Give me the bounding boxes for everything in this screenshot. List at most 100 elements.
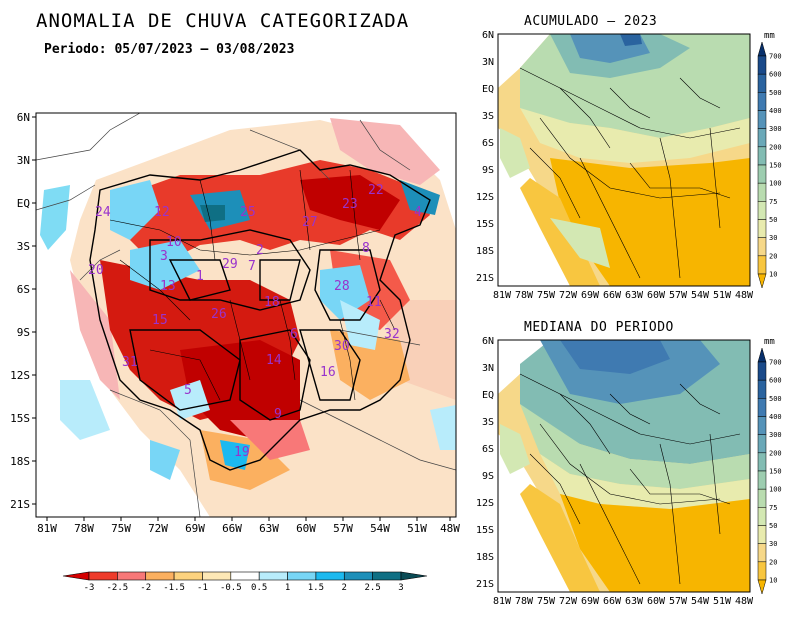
med-colorbar bbox=[757, 347, 767, 595]
med-cb-100: 100 bbox=[769, 486, 782, 494]
colorbar-segment bbox=[173, 571, 203, 581]
colorbar-tick-neg3: -3 bbox=[84, 583, 95, 593]
basin-label-22: 22 bbox=[368, 183, 384, 198]
median-panel-title: MEDIANA DO PERIODO bbox=[524, 320, 674, 335]
basin-label-31: 31 bbox=[122, 355, 138, 370]
basin-label-15: 15 bbox=[152, 313, 168, 328]
med-lon-69w: 69W bbox=[581, 596, 600, 607]
colorbar-segment bbox=[757, 41, 767, 57]
basin-label-7: 7 bbox=[248, 259, 256, 274]
colorbar-segment bbox=[757, 73, 767, 93]
colorbar-segment bbox=[757, 579, 767, 595]
colorbar-segment bbox=[757, 379, 767, 399]
anomaly-map: 24 12 25 27 23 22 4 10 3 1 29 7 2 8 20 1… bbox=[10, 111, 460, 535]
colorbar-segment bbox=[757, 128, 767, 148]
med-colorbar-unit: mm bbox=[764, 337, 775, 347]
accumulated-map: 6N 3N EQ 3S 6S 9S 12S 15S 18S 21S 81W 78… bbox=[476, 30, 782, 301]
colorbar-segment bbox=[287, 571, 317, 581]
basin-label-28: 28 bbox=[334, 279, 350, 294]
main-lat-6n: 6N bbox=[17, 111, 30, 124]
main-lon-54w: 54W bbox=[370, 522, 390, 535]
basin-label-9: 9 bbox=[274, 407, 282, 422]
anomaly-colorbar: -3 -2.5 -2 -1.5 -1 -0.5 0.5 1 1.5 2 2.5 … bbox=[62, 571, 428, 593]
med-lon-51w: 51W bbox=[713, 596, 732, 607]
acc-cb-300: 300 bbox=[769, 125, 782, 133]
main-lon-57w: 57W bbox=[333, 522, 353, 535]
acc-lon-63w: 63W bbox=[625, 290, 644, 301]
med-cb-500: 500 bbox=[769, 395, 782, 403]
main-lon-ticks: 81W 78W 75W 72W 69W 66W 63W 60W 57W 54W … bbox=[37, 517, 460, 535]
main-lon-60w: 60W bbox=[296, 522, 316, 535]
main-lon-48w: 48W bbox=[440, 522, 460, 535]
colorbar-segment bbox=[757, 434, 767, 454]
acc-lon-78w: 78W bbox=[515, 290, 534, 301]
basin-label-20: 20 bbox=[88, 263, 104, 278]
colorbar-tick-neg1: -1 bbox=[197, 583, 208, 593]
med-lon-66w: 66W bbox=[603, 596, 622, 607]
colorbar-segment bbox=[757, 507, 767, 526]
med-lon-57w: 57W bbox=[669, 596, 688, 607]
med-lat-9s: 9S bbox=[482, 471, 494, 482]
colorbar-segment bbox=[757, 561, 767, 581]
colorbar-segment bbox=[230, 571, 260, 581]
acc-lat-eq: EQ bbox=[482, 84, 494, 95]
colorbar-segment bbox=[62, 571, 90, 581]
colorbar-segment bbox=[757, 182, 767, 202]
colorbar-segment bbox=[757, 416, 767, 435]
median-map: 6N 3N EQ 3S 6S 9S 12S 15S 18S 21S 81W 78… bbox=[476, 336, 782, 607]
basin-labels: 24 12 25 27 23 22 4 10 3 1 29 7 2 8 20 1… bbox=[88, 183, 422, 460]
main-title: ANOMALIA DE CHUVA CATEGORIZADA bbox=[36, 10, 410, 32]
main-lat-15s: 15S bbox=[10, 412, 30, 425]
med-lat-12s: 12S bbox=[476, 498, 494, 509]
med-cb-300: 300 bbox=[769, 431, 782, 439]
acc-colorbar-unit: mm bbox=[764, 31, 775, 41]
basin-label-19: 19 bbox=[234, 445, 250, 460]
colorbar-segment bbox=[757, 164, 767, 184]
basin-label-25: 25 bbox=[240, 205, 256, 220]
colorbar-segment bbox=[757, 237, 767, 257]
acc-colorbar-labels: 700 600 500 400 300 200 150 100 75 50 30… bbox=[769, 53, 782, 279]
acc-cb-50: 50 bbox=[769, 216, 777, 224]
colorbar-tick-1-5: 1.5 bbox=[308, 583, 324, 593]
colorbar-segment bbox=[757, 470, 767, 490]
acc-lat-15s: 15S bbox=[476, 219, 494, 230]
colorbar-segment bbox=[315, 571, 345, 581]
main-lat-18s: 18S bbox=[10, 455, 30, 468]
med-cb-400: 400 bbox=[769, 413, 782, 421]
main-lon-51w: 51W bbox=[407, 522, 427, 535]
basin-label-6: 6 bbox=[290, 327, 298, 342]
basin-label-8: 8 bbox=[362, 241, 370, 256]
med-lon-48w: 48W bbox=[735, 596, 754, 607]
acc-lon-60w: 60W bbox=[647, 290, 666, 301]
med-cb-50: 50 bbox=[769, 522, 777, 530]
basin-label-30: 30 bbox=[334, 339, 350, 354]
acc-cb-200: 200 bbox=[769, 143, 782, 151]
acc-cb-100: 100 bbox=[769, 180, 782, 188]
colorbar-tick-3: 3 bbox=[398, 583, 403, 593]
acc-lon-69w: 69W bbox=[581, 290, 600, 301]
basin-label-26: 26 bbox=[211, 307, 227, 322]
acc-lon-75w: 75W bbox=[537, 290, 556, 301]
med-lon-81w: 81W bbox=[493, 596, 512, 607]
basin-label-23: 23 bbox=[342, 197, 358, 212]
acc-cb-10: 10 bbox=[769, 271, 777, 279]
main-lon-69w: 69W bbox=[185, 522, 205, 535]
med-cb-150: 150 bbox=[769, 468, 782, 476]
basin-label-32: 32 bbox=[384, 327, 400, 342]
med-lon-60w: 60W bbox=[647, 596, 666, 607]
acc-cb-150: 150 bbox=[769, 162, 782, 170]
colorbar-segment bbox=[757, 146, 767, 166]
basin-label-14: 14 bbox=[266, 353, 282, 368]
basin-label-4: 4 bbox=[414, 205, 422, 220]
med-lat-3s: 3S bbox=[482, 417, 494, 428]
main-lat-3n: 3N bbox=[17, 154, 30, 167]
acc-cb-500: 500 bbox=[769, 89, 782, 97]
colorbar-tick-2: 2 bbox=[342, 583, 347, 593]
main-lon-78w: 78W bbox=[74, 522, 94, 535]
colorbar-segment bbox=[757, 452, 767, 472]
med-lat-18s: 18S bbox=[476, 552, 494, 563]
colorbar-segment bbox=[757, 92, 767, 111]
acc-lat-3n: 3N bbox=[482, 57, 494, 68]
colorbar-segment bbox=[117, 571, 147, 581]
acc-lon-51w: 51W bbox=[713, 290, 732, 301]
